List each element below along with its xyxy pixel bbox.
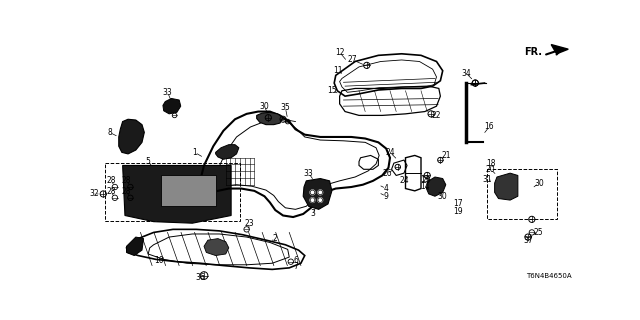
Circle shape: [310, 198, 315, 203]
Polygon shape: [495, 173, 518, 200]
Text: 28: 28: [122, 187, 131, 196]
Text: 21: 21: [441, 151, 451, 160]
Text: 22: 22: [432, 111, 441, 120]
Text: T6N4B4650A: T6N4B4650A: [527, 273, 572, 279]
Text: 9: 9: [384, 192, 388, 201]
Polygon shape: [127, 237, 143, 256]
Text: 10: 10: [154, 256, 164, 265]
Text: 18: 18: [486, 159, 495, 168]
Text: 4: 4: [384, 184, 388, 193]
Text: 3: 3: [310, 210, 315, 219]
Bar: [105, 163, 241, 221]
Text: 1: 1: [193, 148, 197, 157]
Text: 6: 6: [293, 256, 298, 265]
Text: 23: 23: [244, 219, 254, 228]
Polygon shape: [257, 112, 283, 124]
Text: 8: 8: [107, 128, 112, 137]
Text: 28: 28: [106, 176, 116, 185]
Polygon shape: [204, 239, 229, 256]
Text: 30: 30: [534, 179, 543, 188]
Text: 14: 14: [420, 182, 429, 191]
Text: 31: 31: [482, 175, 492, 184]
Text: 24: 24: [385, 148, 395, 157]
Polygon shape: [426, 177, 446, 196]
Circle shape: [310, 190, 315, 195]
Text: 33: 33: [163, 88, 172, 97]
Text: 20: 20: [486, 165, 495, 174]
Text: 13: 13: [420, 175, 429, 184]
Text: 28: 28: [122, 176, 131, 185]
Text: 27: 27: [348, 55, 358, 64]
Text: 24: 24: [399, 176, 409, 185]
Text: 12: 12: [335, 48, 344, 57]
Text: 16: 16: [484, 123, 494, 132]
Text: FR.: FR.: [524, 47, 542, 57]
Text: 37: 37: [523, 236, 533, 245]
Text: 26: 26: [382, 169, 392, 178]
Polygon shape: [216, 145, 239, 159]
FancyArrowPatch shape: [546, 48, 562, 54]
Text: 17: 17: [453, 199, 463, 208]
Text: 7: 7: [293, 262, 298, 271]
Text: 11: 11: [333, 66, 343, 75]
Polygon shape: [163, 99, 180, 114]
Polygon shape: [303, 179, 332, 209]
Bar: [161, 175, 216, 206]
Text: 19: 19: [453, 207, 463, 216]
Text: 2: 2: [273, 234, 278, 243]
Text: 30: 30: [260, 102, 269, 111]
Polygon shape: [123, 165, 231, 223]
Text: 32: 32: [89, 189, 99, 198]
Text: 29: 29: [422, 176, 431, 185]
Text: 25: 25: [534, 228, 543, 237]
Polygon shape: [119, 119, 145, 154]
Text: 35: 35: [280, 103, 291, 112]
Text: 34: 34: [461, 68, 471, 77]
Circle shape: [318, 190, 323, 195]
Bar: [487, 169, 557, 219]
Polygon shape: [551, 44, 568, 54]
Text: 30: 30: [438, 192, 447, 201]
Circle shape: [318, 198, 323, 203]
Text: 15: 15: [327, 86, 337, 95]
Text: 5: 5: [146, 157, 150, 166]
Text: 28: 28: [106, 187, 116, 196]
Text: 36: 36: [195, 273, 205, 282]
Text: 33: 33: [304, 169, 314, 178]
